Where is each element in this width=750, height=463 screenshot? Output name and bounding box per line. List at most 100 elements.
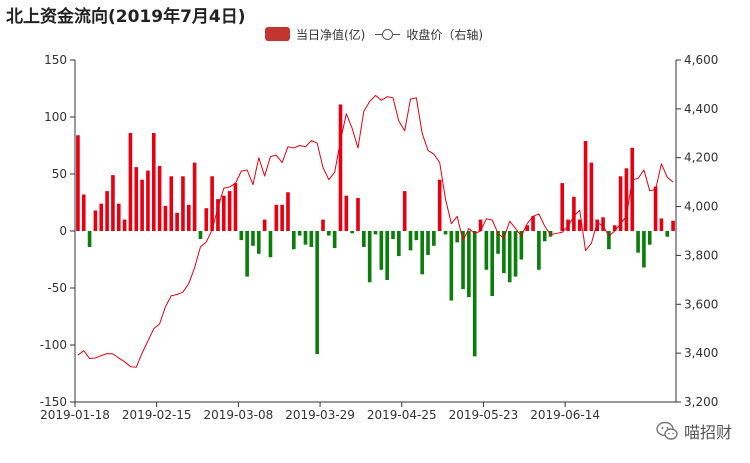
chart-title: 北上资金流向(2019年7月4日) xyxy=(6,7,246,27)
bar xyxy=(105,191,109,231)
left-tick-label: 50 xyxy=(52,167,67,181)
right-tick-label: 4,600 xyxy=(684,53,718,67)
bar xyxy=(221,195,226,231)
bar xyxy=(472,231,477,357)
bar xyxy=(292,231,296,250)
left-tick-label: -150 xyxy=(40,395,67,409)
bar xyxy=(589,162,594,231)
bar xyxy=(151,132,156,231)
bar xyxy=(607,231,611,250)
bar xyxy=(297,231,302,236)
bar xyxy=(186,204,191,231)
watermark: 喵招财 xyxy=(656,419,732,443)
bar xyxy=(140,179,144,231)
bar xyxy=(537,231,541,270)
bar xyxy=(449,231,454,301)
right-tick-label: 3,400 xyxy=(684,346,718,360)
bar xyxy=(169,176,174,231)
bar xyxy=(653,186,658,231)
bar xyxy=(525,225,530,231)
bar xyxy=(467,231,471,298)
bar xyxy=(251,231,255,246)
right-tick-label: 3,200 xyxy=(684,395,718,409)
legend[interactable]: 当日净值(亿) 收盘价（右轴) xyxy=(265,26,483,42)
bar xyxy=(583,140,588,231)
bar xyxy=(204,208,209,231)
bar xyxy=(432,231,436,246)
bar xyxy=(560,183,565,231)
bar xyxy=(356,197,360,231)
legend-item-net-flow[interactable]: 当日净值(亿) xyxy=(265,26,365,43)
bar xyxy=(181,176,185,231)
x-tick-label: 2019-03-29 xyxy=(285,408,355,422)
bar xyxy=(385,231,389,281)
legend-item-close-price[interactable]: 收盘价（右轴) xyxy=(375,26,483,43)
bar xyxy=(367,231,372,283)
bar xyxy=(350,231,354,234)
bar xyxy=(128,132,133,231)
bar xyxy=(111,175,115,231)
legend-bar-swatch xyxy=(265,27,290,41)
x-tick-label: 2019-02-15 xyxy=(122,408,192,422)
bar xyxy=(303,231,308,245)
bar xyxy=(484,231,489,270)
bar xyxy=(280,204,284,231)
bar xyxy=(379,231,384,270)
bar xyxy=(595,219,600,231)
bars-layer xyxy=(76,104,675,357)
left-tick-label: -100 xyxy=(40,338,67,352)
line-layer xyxy=(77,94,674,368)
bar xyxy=(618,176,623,231)
bar xyxy=(268,231,273,258)
bar xyxy=(93,210,98,231)
bar xyxy=(437,179,442,231)
bar xyxy=(245,231,249,277)
legend-bar-label: 当日净值(亿) xyxy=(296,27,366,42)
bar xyxy=(531,216,535,231)
right-tick-label: 4,400 xyxy=(684,102,718,116)
x-tick-label: 2019-06-14 xyxy=(530,408,600,422)
bar xyxy=(198,231,203,239)
wechat-icon xyxy=(656,421,678,440)
bar xyxy=(426,231,430,255)
bar xyxy=(81,194,86,231)
bar xyxy=(99,203,104,231)
left-tick-label: 0 xyxy=(59,224,67,238)
bar xyxy=(233,183,238,231)
bar xyxy=(163,205,168,231)
bar xyxy=(519,231,524,260)
bar xyxy=(192,162,197,231)
bar xyxy=(659,218,664,231)
x-tick-label: 2019-03-08 xyxy=(204,408,274,422)
x-tick-label: 2019-04-25 xyxy=(367,408,437,422)
bar xyxy=(420,231,424,275)
bar xyxy=(443,231,448,235)
bar xyxy=(116,203,121,231)
bar xyxy=(490,231,495,296)
bar xyxy=(461,231,465,290)
bar xyxy=(373,231,378,235)
right-tick-label: 4,200 xyxy=(684,151,718,165)
bar xyxy=(455,231,459,243)
bar xyxy=(496,231,500,254)
x-tick-label: 2019-01-18 xyxy=(40,408,110,422)
bar xyxy=(175,212,179,231)
bar xyxy=(642,231,646,268)
bar xyxy=(134,167,139,231)
bar xyxy=(542,231,547,242)
bar xyxy=(87,231,92,247)
bar xyxy=(502,231,506,274)
bar xyxy=(216,199,220,231)
bar xyxy=(262,219,267,231)
bar xyxy=(338,104,343,231)
left-tick-label: 150 xyxy=(44,53,67,67)
bar xyxy=(286,192,290,231)
bar xyxy=(665,231,670,237)
bar xyxy=(408,231,413,251)
bar xyxy=(397,231,401,257)
bar xyxy=(577,219,582,231)
bar xyxy=(513,231,518,277)
bar xyxy=(321,219,325,231)
close-price-line xyxy=(77,94,674,368)
